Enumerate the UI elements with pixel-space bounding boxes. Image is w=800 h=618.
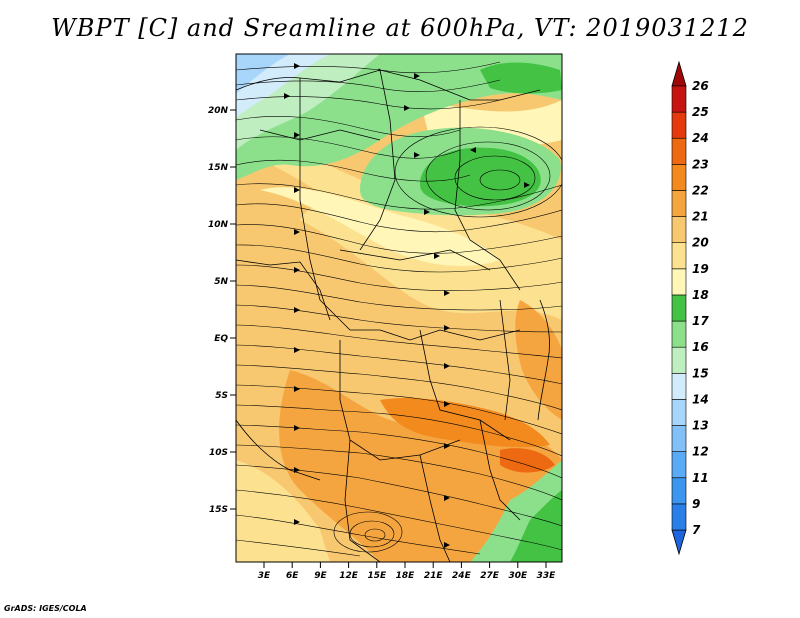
colorbar-segment [671, 111, 687, 139]
colorbar-label: 14 [692, 392, 709, 406]
colorbar-segment [671, 477, 687, 505]
lon-tick-label: 33E [537, 571, 557, 581]
colorbar: 7 9 11 12 13 14 15 16 17 18 19 20 21 22 23 24 25 26 [671, 60, 709, 556]
colorbar-label: 12 [692, 445, 709, 459]
wbpt-field-22-east [515, 300, 562, 420]
lat-tick-label: 10N [208, 220, 229, 230]
wbpt-field-14 [236, 54, 290, 94]
colorbar-label: 17 [692, 314, 709, 328]
lon-tick-label: 21E [424, 571, 444, 581]
colorbar-label: 23 [692, 157, 709, 171]
colorbar-segment [671, 242, 687, 270]
streamline-arrows [284, 63, 530, 548]
lat-tick-label: 10S [209, 448, 228, 458]
colorbar-label: 16 [692, 340, 709, 354]
wbpt-field-22 [279, 370, 562, 562]
colorbar-label: 19 [692, 262, 709, 276]
colorbar-label: 15 [692, 366, 709, 380]
wbpt-field-18-ne [480, 62, 562, 94]
lat-tick-label: 15S [209, 505, 228, 515]
lon-tick-label: 3E [258, 571, 271, 581]
country-borders [236, 69, 550, 562]
colorbar-segment [671, 190, 687, 217]
colorbar-label: 26 [692, 79, 709, 93]
colorbar-bottom-triangle [671, 529, 687, 556]
grads-credit: GrADS: IGES/COLA [4, 604, 87, 613]
wbpt-field-18-vortex [420, 147, 541, 207]
map-frame [235, 53, 563, 563]
wbpt-field-24 [500, 448, 555, 473]
longitude-axis: 3E 6E 9E 12E 15E 18E 21E 24E 27E 30E 33E [258, 562, 556, 581]
colorbar-label: 9 [692, 497, 700, 511]
colorbar-segment [671, 425, 687, 452]
colorbar-segment [671, 346, 687, 374]
colorbar-label: 25 [692, 105, 709, 119]
lon-tick-label: 6E [286, 571, 299, 581]
lon-tick-label: 18E [396, 571, 416, 581]
lat-tick-label: 20N [208, 106, 229, 116]
lon-tick-label: 27E [480, 571, 500, 581]
lon-tick-label: 24E [452, 571, 472, 581]
colorbar-label: 20 [692, 236, 709, 250]
colorbar-label: 24 [692, 131, 709, 145]
wbpt-field-18-se [510, 490, 562, 562]
colorbar-segment [671, 164, 687, 191]
lon-tick-label: 9E [314, 571, 327, 581]
colorbar-label: 11 [692, 471, 709, 485]
lat-tick-label: 15N [208, 163, 229, 173]
colorbar-label: 22 [692, 183, 709, 197]
colorbar-segment [671, 503, 687, 531]
lon-tick-label: 30E [508, 571, 528, 581]
lat-tick-label: 5S [215, 391, 228, 401]
latitude-axis: 20N 15N 10N 5N EQ 5S 10S 15S [208, 106, 236, 515]
lat-tick-label: EQ [214, 334, 228, 344]
colorbar-label: 7 [692, 523, 701, 537]
colorbar-segment [671, 216, 687, 244]
colorbar-segment [671, 372, 687, 400]
colorbar-label: 21 [692, 210, 709, 224]
colorbar-segment [671, 320, 687, 348]
colorbar-segment [671, 85, 687, 113]
lon-tick-label: 15E [367, 571, 387, 581]
colorbar-segment [671, 451, 687, 479]
colorbar-top-triangle [671, 60, 687, 87]
wbpt-field-20-sw [236, 460, 330, 562]
colorbar-segment [671, 399, 687, 426]
lon-tick-label: 12E [339, 571, 359, 581]
lat-tick-label: 5N [214, 277, 228, 287]
wbpt-field-23 [380, 398, 550, 448]
colorbar-segment [671, 294, 687, 322]
map-plot-area [236, 54, 562, 562]
colorbar-label: 13 [692, 419, 709, 433]
colorbar-label: 18 [692, 288, 709, 302]
colorbar-segment [671, 268, 687, 296]
colorbar-segment [671, 137, 687, 165]
map-title: WBPT [C] and Sreamline at 600hPa, VT: 20… [51, 14, 749, 42]
